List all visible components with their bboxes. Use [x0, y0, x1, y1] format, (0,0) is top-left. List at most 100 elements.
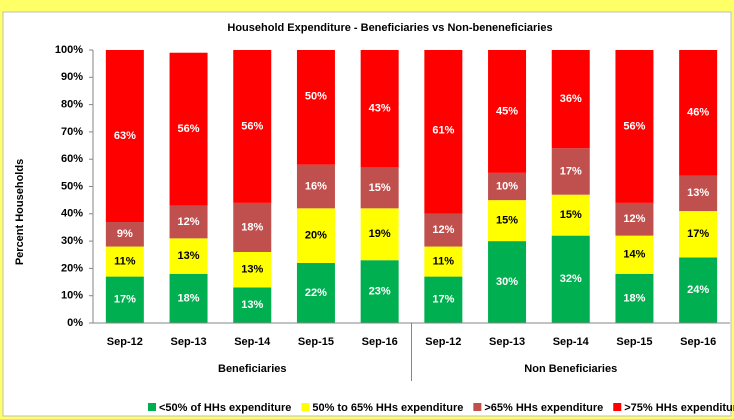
bar-segment: [233, 252, 272, 288]
legend-label: >75% HHs expenditure: [624, 402, 734, 414]
bar-segment: [488, 50, 527, 173]
y-tick-label: 50%: [61, 180, 83, 192]
x-tick-label: Sep-13: [489, 336, 525, 348]
x-tick-label: Sep-12: [107, 336, 143, 348]
bar-segment: [360, 260, 399, 323]
data-label: 10%: [496, 180, 518, 192]
bar-segment: [169, 205, 208, 239]
bar-segment: [296, 262, 335, 323]
bar-segment: [551, 235, 590, 323]
data-label: 13%: [241, 299, 263, 311]
bar-segment: [296, 50, 335, 165]
data-label: 15%: [496, 215, 518, 227]
chart-title: Household Expenditure - Beneficiaries vs…: [227, 22, 552, 34]
legend-swatch: [301, 403, 310, 411]
data-label: 30%: [496, 276, 518, 288]
data-label: 12%: [178, 216, 200, 228]
bar-segment: [551, 148, 590, 195]
data-label: 11%: [114, 255, 136, 267]
data-label: 17%: [560, 165, 582, 177]
data-label: 9%: [117, 228, 133, 240]
data-label: 13%: [687, 187, 709, 199]
data-label: 19%: [369, 228, 391, 240]
bar-segment: [615, 50, 654, 203]
x-tick-label: Sep-16: [362, 336, 398, 348]
data-label: 15%: [369, 182, 391, 194]
bar-segment: [296, 164, 335, 209]
bar-segment: [551, 194, 590, 236]
bar-segment: [360, 50, 399, 168]
data-label: 18%: [178, 292, 200, 304]
y-tick-label: 0%: [67, 317, 83, 329]
bar-segment: [105, 276, 144, 323]
legend-label: >65% HHs expenditure: [484, 402, 603, 414]
bar-segment: [424, 213, 463, 247]
bar-segment: [679, 257, 718, 323]
x-tick-label: Sep-12: [425, 336, 461, 348]
y-tick-label: 80%: [61, 99, 83, 111]
data-label: 15%: [560, 209, 582, 221]
bar-segment: [424, 246, 463, 277]
bar-segment: [424, 50, 463, 214]
group-label: Non Beneficiaries: [524, 363, 617, 375]
bar-segment: [169, 238, 208, 274]
data-label: 61%: [432, 124, 454, 136]
bar-segment: [679, 50, 718, 176]
y-tick-label: 30%: [61, 235, 83, 247]
y-axis-title: Percent Households: [14, 159, 26, 265]
data-label: 18%: [623, 292, 645, 304]
bar-segment: [233, 202, 272, 253]
y-tick-label: 20%: [61, 262, 83, 274]
data-label: 43%: [369, 103, 391, 115]
data-label: 13%: [241, 264, 263, 276]
legend-swatch: [148, 403, 156, 411]
legend-label: 50% to 65% HHs expenditure: [312, 402, 463, 414]
bar-segment: [615, 202, 654, 236]
data-label: 24%: [687, 284, 709, 296]
bar-segment: [615, 273, 654, 323]
data-label: 56%: [623, 120, 645, 132]
bar-segment: [679, 175, 718, 212]
bar-segment: [424, 276, 463, 323]
data-label: 11%: [433, 255, 455, 267]
bar-segment: [488, 172, 527, 201]
x-tick-label: Sep-16: [680, 336, 716, 348]
data-label: 17%: [687, 228, 709, 240]
bar-segment: [105, 246, 144, 277]
bar-segment: [488, 241, 527, 323]
bar-segment: [233, 287, 272, 323]
legend-label: <50% of HHs expenditure: [159, 402, 291, 414]
data-label: 13%: [178, 250, 200, 262]
bar-segment: [105, 221, 144, 247]
data-label: 50%: [305, 90, 327, 102]
y-tick-label: 60%: [61, 153, 83, 165]
bar-segment: [679, 211, 718, 258]
y-tick-label: 40%: [61, 208, 83, 220]
data-label: 56%: [178, 123, 200, 135]
bar-segment: [551, 50, 590, 149]
data-label: 17%: [432, 294, 454, 306]
x-tick-label: Sep-14: [553, 336, 590, 348]
data-label: 63%: [114, 130, 136, 142]
data-label: 36%: [560, 93, 582, 105]
y-tick-label: 90%: [61, 71, 83, 83]
data-label: 17%: [114, 294, 136, 306]
data-label: 23%: [369, 286, 391, 298]
bar-segment: [360, 208, 399, 261]
data-label: 20%: [305, 230, 327, 242]
data-label: 12%: [432, 224, 454, 236]
legend-swatch: [613, 403, 622, 411]
plot: 17% 11% 9% 63% 18% 13% 12% 56% 13% 13% 18% 56% 22% 20…: [105, 50, 718, 323]
x-tick-label: Sep-14: [234, 336, 271, 348]
bar-segment: [488, 200, 527, 242]
x-tick-label: Sep-15: [298, 336, 334, 348]
y-tick-label: 100%: [55, 44, 83, 56]
legend-swatch: [473, 403, 482, 411]
data-label: 14%: [623, 249, 645, 261]
x-tick-label: Sep-15: [616, 336, 652, 348]
data-label: 32%: [560, 273, 582, 285]
x-tick-label: Sep-13: [171, 336, 207, 348]
data-label: 12%: [623, 213, 645, 225]
bar-segment: [169, 52, 208, 206]
